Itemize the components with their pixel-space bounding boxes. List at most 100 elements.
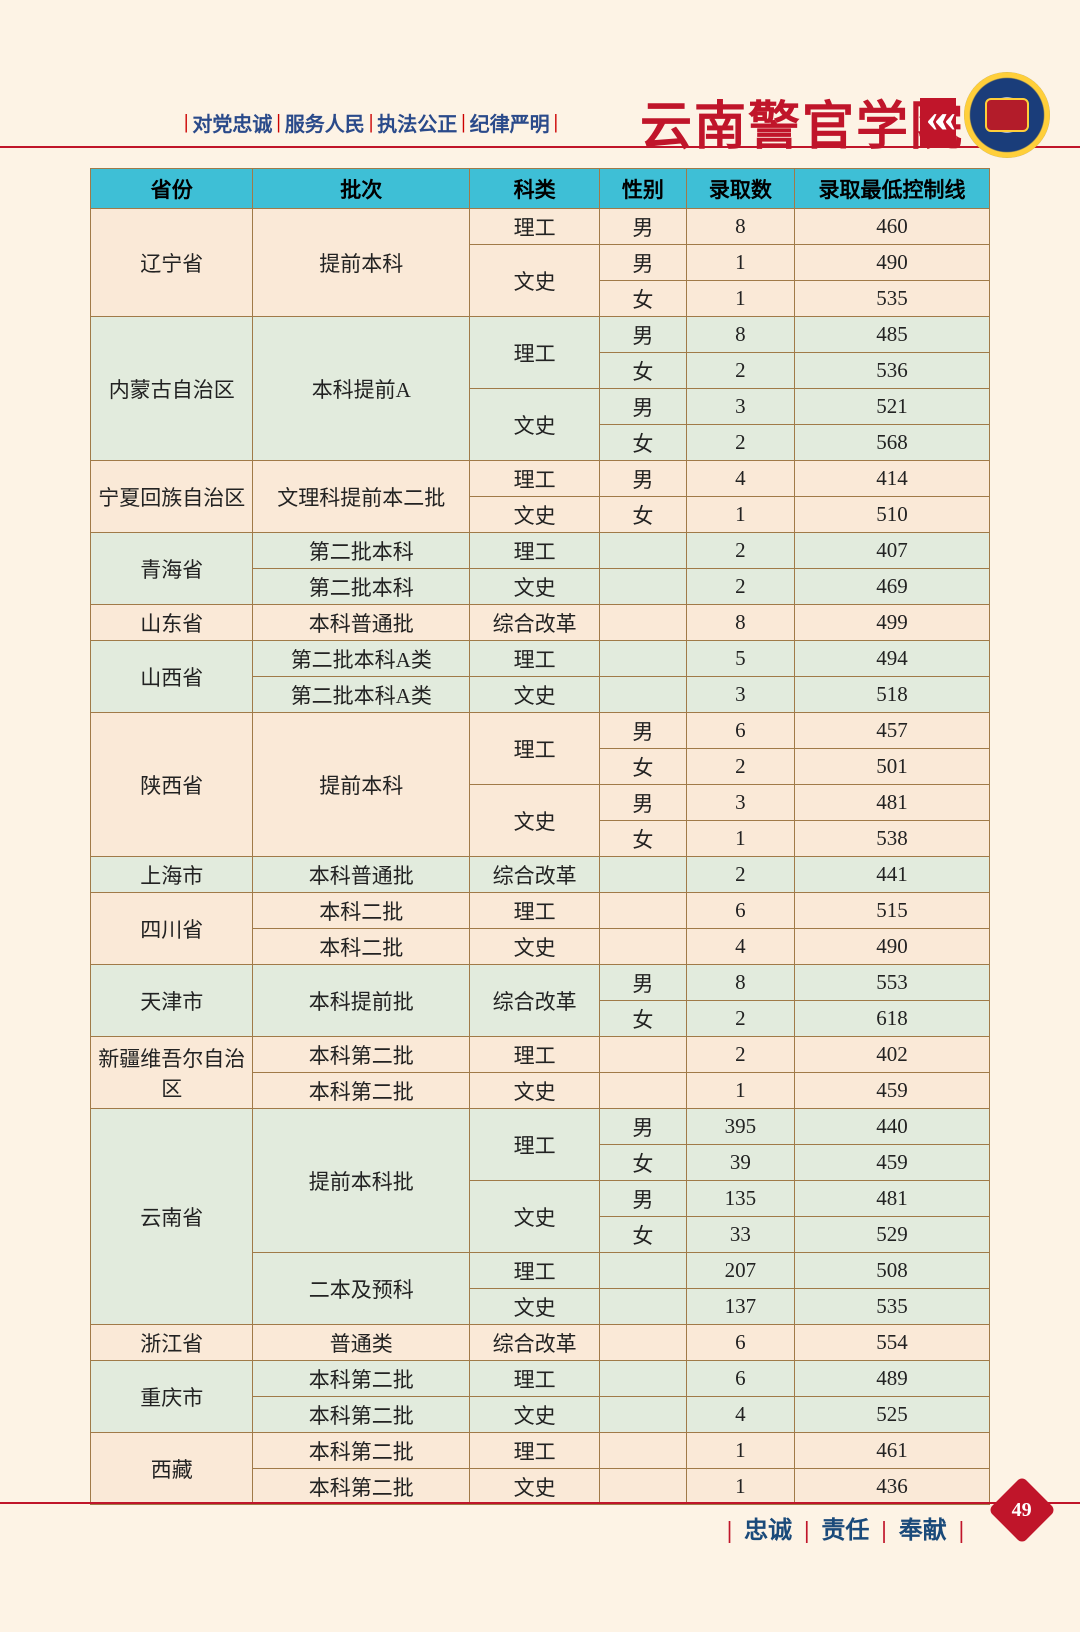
table-row: 上海市本科普通批综合改革2441 (91, 857, 990, 893)
slogan-sep: | (881, 1518, 886, 1544)
cell-score: 536 (795, 353, 990, 389)
cell-province: 云南省 (91, 1109, 253, 1325)
cell-gender (600, 1037, 687, 1073)
table-row: 新疆维吾尔自治区本科第二批理工2402 (91, 1037, 990, 1073)
cell-count: 2 (686, 1001, 794, 1037)
cell-score: 490 (795, 245, 990, 281)
footer-slogan-2: 责任 (821, 1518, 869, 1544)
cell-score: 441 (795, 857, 990, 893)
footer-slogan-3: 奉献 (899, 1518, 947, 1544)
cell-subject: 综合改革 (470, 965, 600, 1037)
cell-subject: 文史 (470, 1073, 600, 1109)
cell-subject: 理工 (470, 317, 600, 389)
slogan-1: 对党忠诚 (192, 108, 272, 137)
cell-count: 2 (686, 749, 794, 785)
cell-subject: 理工 (470, 461, 600, 497)
cell-count: 2 (686, 857, 794, 893)
cell-count: 1 (686, 497, 794, 533)
cell-gender (600, 677, 687, 713)
cell-subject: 文史 (470, 1181, 600, 1253)
slogan-sep: | (461, 111, 465, 134)
cell-subject: 理工 (470, 1361, 600, 1397)
cell-score: 538 (795, 821, 990, 857)
cell-count: 6 (686, 1325, 794, 1361)
page-footer: | 忠诚 | 责任 | 奉献 | 49 (0, 1502, 1080, 1552)
table-row: 天津市本科提前批综合改革男8553 (91, 965, 990, 1001)
cell-gender: 女 (600, 425, 687, 461)
cell-gender: 女 (600, 1145, 687, 1181)
cell-batch: 本科提前批 (253, 965, 470, 1037)
cell-subject: 理工 (470, 533, 600, 569)
cell-score: 529 (795, 1217, 990, 1253)
cell-batch: 普通类 (253, 1325, 470, 1361)
cell-score: 459 (795, 1073, 990, 1109)
cell-score: 554 (795, 1325, 990, 1361)
cell-score: 568 (795, 425, 990, 461)
cell-gender: 男 (600, 965, 687, 1001)
cell-subject: 综合改革 (470, 605, 600, 641)
cell-batch: 本科第二批 (253, 1433, 470, 1469)
cell-score: 510 (795, 497, 990, 533)
slogan-sep: | (804, 1518, 809, 1544)
table-row: 山西省第二批本科A类理工5494 (91, 641, 990, 677)
slogan-sep: | (727, 1518, 732, 1544)
footer-rule (0, 1502, 1080, 1504)
cell-subject: 文史 (470, 497, 600, 533)
cell-gender: 女 (600, 497, 687, 533)
cell-count: 1 (686, 245, 794, 281)
cell-count: 39 (686, 1145, 794, 1181)
cell-score: 436 (795, 1469, 990, 1505)
cell-subject: 理工 (470, 641, 600, 677)
cell-gender: 女 (600, 749, 687, 785)
cell-subject: 理工 (470, 1109, 600, 1181)
cell-batch: 提前本科 (253, 209, 470, 317)
cell-batch: 第二批本科 (253, 533, 470, 569)
cell-count: 4 (686, 461, 794, 497)
cell-gender: 女 (600, 353, 687, 389)
cell-gender (600, 1433, 687, 1469)
cell-batch: 本科第二批 (253, 1469, 470, 1505)
cell-subject: 综合改革 (470, 1325, 600, 1361)
cell-score: 535 (795, 1289, 990, 1325)
cell-province: 山西省 (91, 641, 253, 713)
cell-score: 485 (795, 317, 990, 353)
cell-score: 535 (795, 281, 990, 317)
cell-count: 6 (686, 1361, 794, 1397)
cell-count: 8 (686, 605, 794, 641)
cell-subject: 综合改革 (470, 857, 600, 893)
col-gender: 性别 (600, 169, 687, 209)
cell-count: 1 (686, 1433, 794, 1469)
cell-province: 新疆维吾尔自治区 (91, 1037, 253, 1109)
cell-province: 内蒙古自治区 (91, 317, 253, 461)
cell-province: 上海市 (91, 857, 253, 893)
admissions-table-container: 省份 批次 科类 性别 录取数 录取最低控制线 辽宁省提前本科理工男8460文史… (90, 168, 990, 1505)
cell-score: 407 (795, 533, 990, 569)
cell-subject: 理工 (470, 1037, 600, 1073)
cell-count: 135 (686, 1181, 794, 1217)
slogan-sep: | (369, 111, 373, 134)
cell-count: 3 (686, 389, 794, 425)
cell-gender: 女 (600, 1001, 687, 1037)
cell-score: 618 (795, 1001, 990, 1037)
footer-slogans: | 忠诚 | 责任 | 奉献 | (721, 1510, 970, 1545)
cell-subject: 理工 (470, 713, 600, 785)
table-row: 山东省本科普通批综合改革8499 (91, 605, 990, 641)
cell-batch: 本科提前A (253, 317, 470, 461)
cell-count: 4 (686, 929, 794, 965)
cell-score: 525 (795, 1397, 990, 1433)
cell-score: 508 (795, 1253, 990, 1289)
cell-count: 395 (686, 1109, 794, 1145)
cell-count: 8 (686, 317, 794, 353)
cell-batch: 提前本科 (253, 713, 470, 857)
slogan-sep: | (184, 111, 188, 134)
col-province: 省份 (91, 169, 253, 209)
cell-batch: 二本及预科 (253, 1253, 470, 1325)
slogan-sep: | (554, 111, 558, 134)
cell-gender: 女 (600, 1217, 687, 1253)
cell-count: 207 (686, 1253, 794, 1289)
cell-gender (600, 605, 687, 641)
cell-subject: 文史 (470, 389, 600, 461)
cell-score: 499 (795, 605, 990, 641)
cell-score: 440 (795, 1109, 990, 1145)
col-batch: 批次 (253, 169, 470, 209)
